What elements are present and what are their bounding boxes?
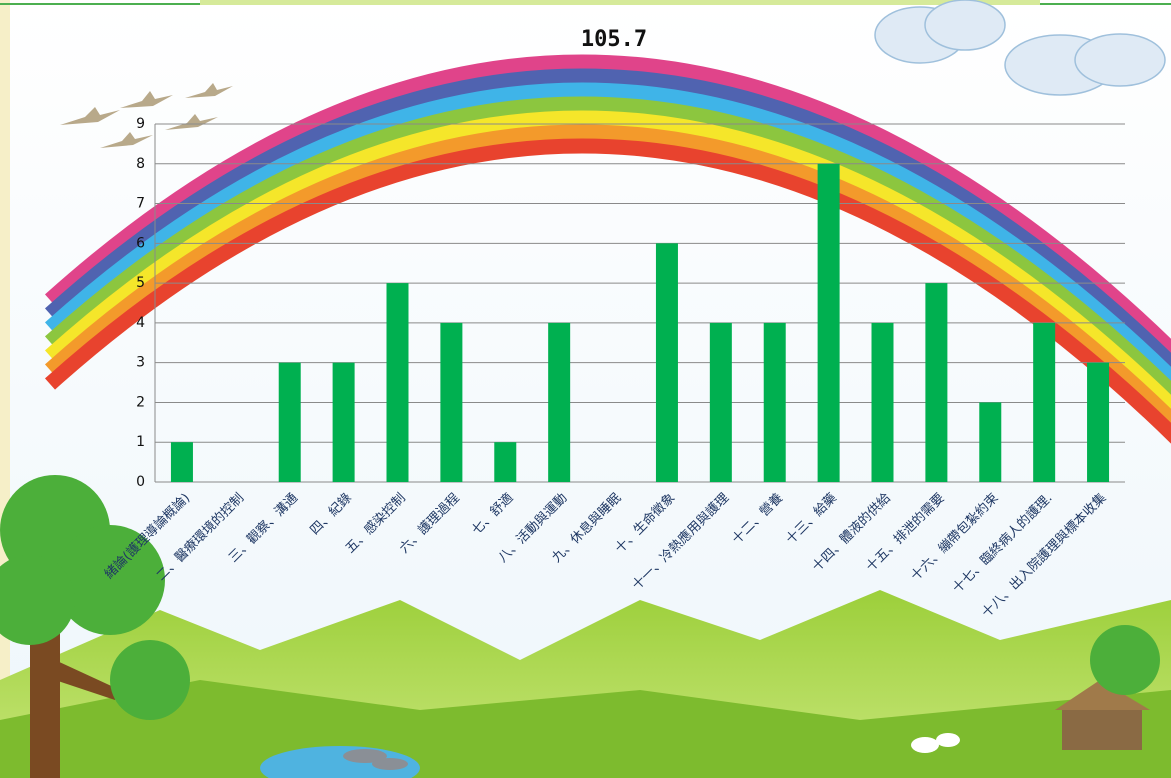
- bar: [1033, 322, 1056, 482]
- y-tick-label: 6: [136, 235, 145, 251]
- bar: [979, 402, 1002, 482]
- y-tick-label: 4: [136, 315, 145, 331]
- bar: [332, 362, 355, 482]
- y-tick-label: 1: [136, 434, 145, 450]
- bar: [494, 442, 517, 482]
- bar: [925, 283, 948, 482]
- bar: [1087, 362, 1110, 482]
- chart-title: 105.7: [581, 27, 647, 52]
- bar: [440, 322, 463, 482]
- bar: [548, 322, 571, 482]
- bar: [170, 442, 193, 482]
- y-tick-label: 9: [136, 116, 145, 132]
- bar: [709, 322, 732, 482]
- y-tick-label: 0: [136, 474, 145, 490]
- bar: [871, 322, 894, 482]
- y-tick-label: 3: [136, 355, 145, 371]
- bar: [817, 163, 840, 482]
- y-tick-label: 2: [136, 394, 145, 410]
- bar: [763, 322, 786, 482]
- y-tick-label: 5: [136, 275, 145, 291]
- y-tick-label: 8: [136, 156, 145, 172]
- bar: [278, 362, 301, 482]
- bar: [386, 283, 409, 482]
- y-tick-label: 7: [136, 196, 145, 212]
- bar: [655, 243, 678, 482]
